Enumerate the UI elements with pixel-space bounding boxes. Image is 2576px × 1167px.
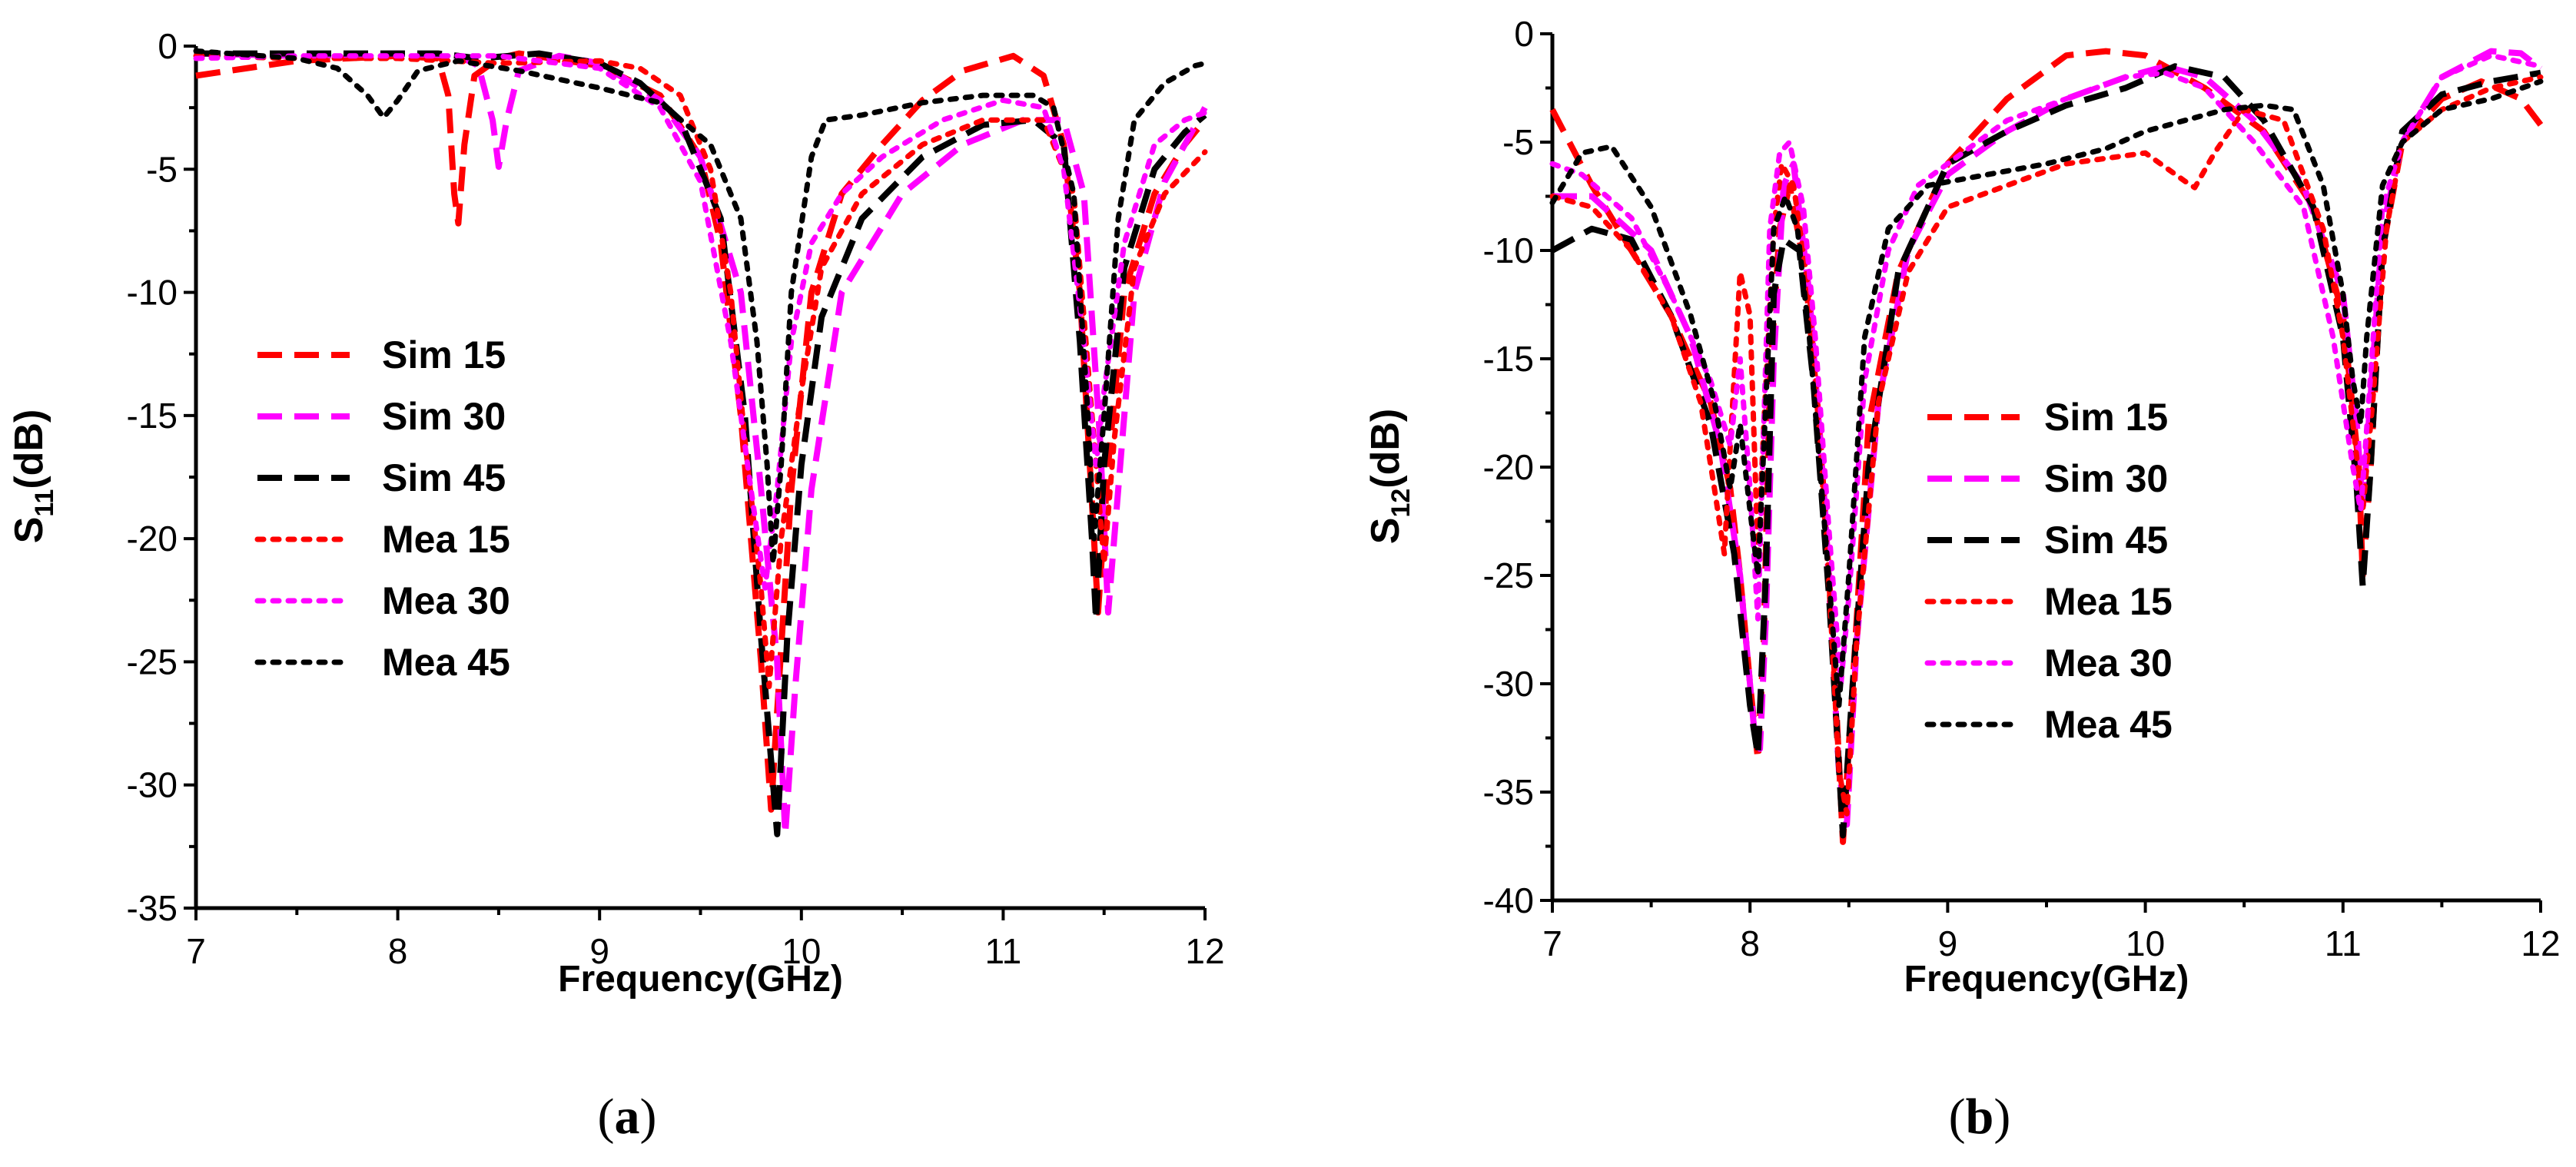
y-tick-label: -30 (1483, 664, 1534, 704)
caption-paren-open: ( (598, 1089, 615, 1145)
chart-panel-a: 7 8 9 10 11 120-5-10-15-20-25-30-35S11(dB)Fre… (7, 26, 1225, 1145)
y-axis-label-main: S (1363, 518, 1408, 545)
x-tick-label: 8 (1740, 923, 1760, 963)
x-tick-label: 7 (186, 931, 206, 971)
x-tick-label: 10 (2126, 923, 2165, 963)
y-tick-label: -20 (1483, 447, 1534, 487)
y-tick-label: -20 (127, 519, 178, 559)
y-tick-label: -5 (146, 149, 178, 189)
legend-label: Sim 45 (2044, 519, 2168, 562)
series-line (193, 53, 1208, 689)
y-tick-label: 0 (1514, 14, 1534, 54)
caption-paren-close: ) (1993, 1089, 2010, 1145)
legend-label: Mea 30 (382, 579, 510, 622)
y-axis-label: S11(dB) (7, 409, 59, 544)
legend-label: Sim 15 (382, 333, 506, 376)
x-tick-label: 12 (1185, 931, 1224, 971)
x-axis-label: Frequency(GHz) (1904, 959, 2189, 1000)
y-tick-label: -10 (127, 273, 178, 313)
y-axis-label-unit: (dB) (7, 409, 51, 489)
legend-label: Mea 45 (382, 641, 510, 684)
caption-paren-open: ( (1949, 1089, 1966, 1145)
y-tick-label: -35 (1483, 772, 1534, 812)
x-tick-label: 9 (589, 931, 609, 971)
x-tick-label: 9 (1938, 923, 1958, 963)
caption-letter: a (615, 1089, 640, 1145)
caption-letter: b (1966, 1089, 1994, 1145)
y-tick-label: -15 (1483, 339, 1534, 379)
y-tick-label: -5 (1502, 122, 1534, 162)
legend: Sim 15 Sim 30 Sim 45 Mea 15 Mea 30 Mea 45 (1924, 396, 2173, 746)
y-axis-label-main: S (7, 517, 51, 544)
x-tick-label: 7 (1542, 923, 1562, 963)
y-tick-label: -10 (1483, 230, 1534, 270)
y-tick-label: -30 (127, 765, 178, 805)
panel-caption: (a) (598, 1089, 657, 1145)
series-line (196, 50, 1207, 837)
legend-label: Sim 30 (382, 395, 506, 438)
y-axis-label-subscript: 12 (1386, 489, 1416, 518)
series-line (195, 50, 1208, 813)
y-tick-label: -25 (127, 642, 178, 681)
series-line (1549, 52, 2544, 687)
legend-label: Mea 15 (382, 518, 510, 561)
legend: Sim 15 Sim 30 Sim 45 Mea 15 Mea 30 Mea 45 (254, 333, 510, 684)
y-tick-label: 0 (158, 26, 178, 66)
series-line (1551, 63, 2541, 839)
legend-label: Sim 45 (382, 456, 506, 499)
panel-caption: (b) (1949, 1089, 2011, 1145)
y-axis-label-subscript: 11 (30, 489, 59, 517)
x-tick-label: 11 (2325, 923, 2362, 963)
series-line (1549, 78, 2544, 708)
y-tick-label: -15 (127, 396, 178, 436)
y-axis-label-unit: (dB) (1363, 409, 1408, 489)
y-tick-label: -35 (127, 888, 178, 928)
legend-label: Sim 30 (2044, 457, 2168, 500)
legend-label: Sim 15 (2044, 396, 2168, 439)
legend-label: Mea 45 (2044, 703, 2173, 746)
chart-panel-b: 7 8 9 10 11 120-5-10-15-20-25-30-35-40S12(dB)… (1363, 14, 2561, 1145)
x-tick-label: 11 (985, 931, 1022, 971)
legend-label: Mea 15 (2044, 580, 2173, 623)
y-axis-label: S12(dB) (1363, 409, 1416, 544)
x-tick-label: 12 (2521, 923, 2560, 963)
x-tick-label: 10 (782, 931, 821, 971)
y-tick-label: -40 (1483, 880, 1534, 920)
x-axis-label: Frequency(GHz) (558, 959, 843, 1000)
legend-label: Mea 30 (2044, 642, 2173, 685)
series-line (193, 48, 1208, 566)
x-tick-label: 8 (388, 931, 408, 971)
caption-paren-close: ) (640, 1089, 657, 1145)
y-tick-label: -25 (1483, 555, 1534, 595)
